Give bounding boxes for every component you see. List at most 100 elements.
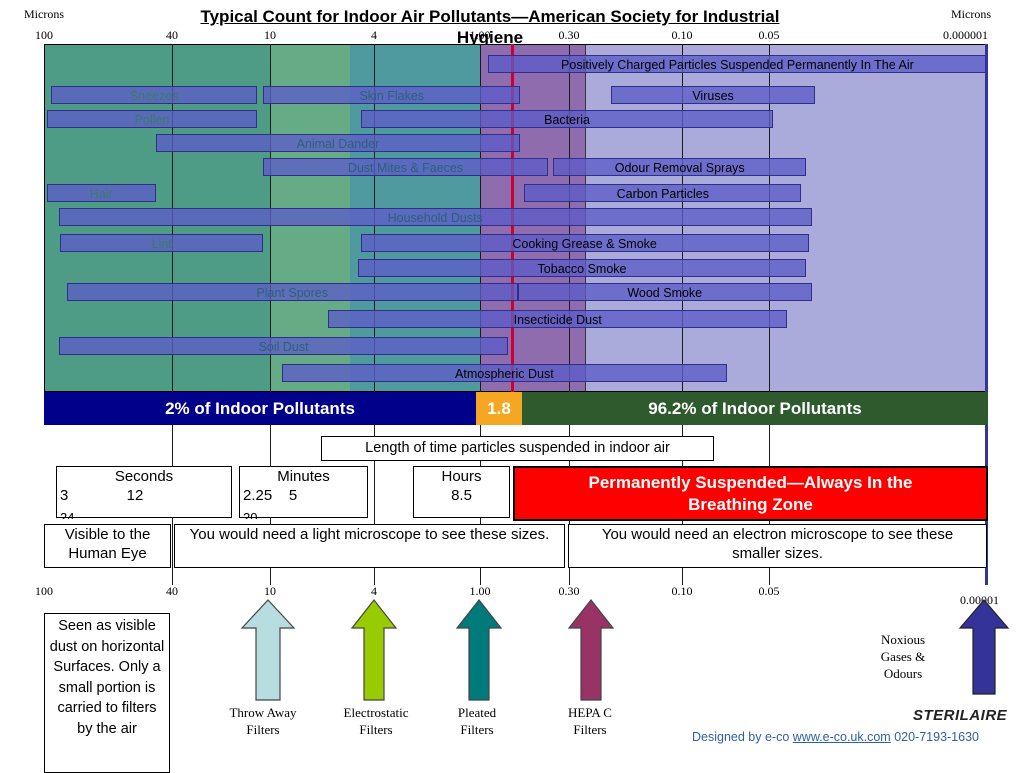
- bar-label-sneezes: Sneezes: [129, 89, 179, 103]
- hepa-filter-label: HEPA C Filters: [568, 705, 612, 737]
- bar-animal-dander: [155, 134, 521, 152]
- tick-label-top: 4: [371, 28, 377, 42]
- bar-label-dust-mites-faeces: Dust Mites & Faeces: [347, 161, 464, 175]
- bar-cooking-grease-smoke: [360, 234, 809, 252]
- hepa-arrow-icon: [567, 599, 615, 701]
- noxious-arrow-icon: [958, 599, 1010, 695]
- bar-label-carbon-particles: Carbon Particles: [616, 187, 709, 201]
- designer-credit: Designed by e-co www.e-co.uk.com 020-719…: [692, 729, 1002, 745]
- visible-eye-box: Visible to the Human Eye: [44, 524, 171, 568]
- bar-label-hair: Hair: [89, 187, 113, 201]
- axis-label-right: Microns: [951, 7, 991, 21]
- share-left-label: 2% of Indoor Pollutants: [165, 398, 355, 418]
- share-middle-label: 1.8: [487, 398, 511, 418]
- tick-label-bottom: 0.05: [758, 584, 780, 598]
- credit-phone: 020-7193-1630: [890, 730, 979, 744]
- tick-label-top: 100: [35, 28, 53, 42]
- seconds-box: Seconds 3 12 24: [56, 466, 232, 519]
- bar-label-viruses: Viruses: [692, 89, 734, 103]
- bar-sneezes: [51, 86, 258, 104]
- tick-label-bottom: 10: [264, 584, 276, 598]
- bar-skin-flakes: [263, 86, 521, 104]
- throwaway-filter-label: Throw Away Filters: [229, 705, 297, 737]
- hours-values: 8.5: [451, 487, 472, 504]
- tick-label-top: 0.10: [671, 28, 693, 42]
- tick-label-bottom-right: 0.00001: [960, 593, 999, 607]
- bar-label-atmospheric-dust: Atmospheric Dust: [455, 367, 554, 381]
- gridline: [171, 44, 173, 585]
- hours-box: Hours 8.5: [413, 466, 510, 518]
- electron-microscope-box: You would need an electron microscope to…: [568, 524, 987, 568]
- share-band-right: 96.2% of Indoor Pollutants: [522, 392, 988, 425]
- bar-household-dusts: [58, 208, 812, 226]
- bar-label-animal-dander: Animal Dander: [296, 137, 380, 151]
- bar-atmospheric-dust: [281, 364, 727, 382]
- share-band-middle: 1.8: [476, 392, 522, 425]
- visible-dust-note: Seen as visible dust on horizontal Surfa…: [44, 613, 170, 773]
- bar-wood-smoke: [517, 283, 812, 301]
- tick-label-top-right: 0.000001: [943, 28, 988, 42]
- bar-label-skin-flakes: Skin Flakes: [359, 89, 425, 103]
- bar-label-plant-spores: Plant Spores: [256, 286, 329, 300]
- bar-hair: [46, 184, 156, 202]
- permanent-suspension-box: Permanently Suspended—Always In the Brea…: [513, 466, 988, 521]
- bar-label-cooking-grease-smoke: Cooking Grease & Smoke: [512, 237, 657, 251]
- seconds-title: Seconds: [114, 468, 174, 485]
- bar-label-bacteria: Bacteria: [544, 113, 590, 127]
- bar-label-household-dusts: Household Dusts: [387, 211, 483, 225]
- bar-label-wood-smoke: Wood Smoke: [627, 286, 703, 300]
- bar-label-pollen: Pollen: [134, 113, 170, 127]
- minutes-title: Minutes: [277, 468, 330, 485]
- tick-label-bottom: 0.10: [671, 584, 693, 598]
- tick-label-bottom: 0.30: [558, 584, 580, 598]
- sterilaire-logo: STERILAIRE: [913, 707, 1008, 724]
- seconds-overflow: 24: [57, 512, 74, 519]
- bar-viruses: [610, 86, 816, 104]
- tick-label-bottom: 100: [35, 584, 53, 598]
- bar-odour-removal-sprays: [553, 158, 806, 176]
- tick-label-bottom: 4: [371, 584, 377, 598]
- credit-link[interactable]: www.e-co.uk.com: [792, 730, 891, 744]
- light-microscope-box: You would need a light microscope to see…: [174, 524, 565, 568]
- bar-bacteria: [360, 110, 774, 128]
- chart-title: Typical Count for Indoor Air Pollutants—…: [200, 7, 780, 47]
- suspension-header: Length of time particles suspended in in…: [321, 436, 714, 461]
- pleated-filter-label: Pleated Filters: [457, 705, 497, 737]
- axis-label-left: Microns: [24, 7, 64, 21]
- tick-label-bottom: 40: [166, 584, 178, 598]
- tick-label-bottom: 1.00: [469, 584, 491, 598]
- bar-label-positively-charged-particles-suspended-permanently-in-the-air: Positively Charged Particles Suspended P…: [561, 58, 914, 72]
- electrostatic-filter-label: Electrostatic Filters: [343, 705, 409, 737]
- bar-label-insecticide-dust: Insecticide Dust: [513, 313, 602, 327]
- bar-soil-dust: [58, 337, 509, 355]
- minutes-box: Minutes 2.25 5 20: [239, 466, 368, 519]
- bar-lint: [60, 234, 264, 252]
- bar-label-odour-removal-sprays: Odour Removal Sprays: [614, 161, 745, 175]
- bar-label-soil-dust: Soil Dust: [258, 340, 309, 354]
- right-edge-line: [985, 44, 988, 585]
- share-band-left: 2% of Indoor Pollutants: [44, 392, 476, 425]
- noxious-label: Noxious Gases & Odours: [880, 632, 926, 681]
- tick-label-top: 40: [166, 28, 178, 42]
- pleated-arrow-icon: [455, 599, 503, 701]
- bar-insecticide-dust: [327, 310, 788, 328]
- particle-size-chart: Positively Charged Particles Suspended P…: [44, 44, 988, 585]
- seconds-values: 3 12: [60, 487, 144, 504]
- bar-dust-mites-faeces: [263, 158, 548, 176]
- electrostatic-arrow-icon: [350, 599, 398, 701]
- bar-carbon-particles: [524, 184, 802, 202]
- tick-label-top: 0.05: [758, 28, 780, 42]
- tick-label-top: 0.30: [558, 28, 580, 42]
- credit-prefix: Designed by e-co: [692, 730, 793, 744]
- bar-plant-spores: [66, 283, 518, 301]
- hours-title: Hours: [441, 468, 482, 485]
- minutes-overflow: 20: [240, 512, 257, 519]
- tick-label-top: 10: [264, 28, 276, 42]
- gridline: [269, 44, 271, 585]
- throwaway-arrow-icon: [240, 599, 296, 701]
- minutes-values: 2.25 5: [243, 487, 298, 504]
- tick-label-top: 1.00: [469, 28, 491, 42]
- bar-tobacco-smoke: [358, 259, 806, 277]
- bar-label-tobacco-smoke: Tobacco Smoke: [537, 262, 627, 276]
- share-right-label: 96.2% of Indoor Pollutants: [648, 398, 862, 418]
